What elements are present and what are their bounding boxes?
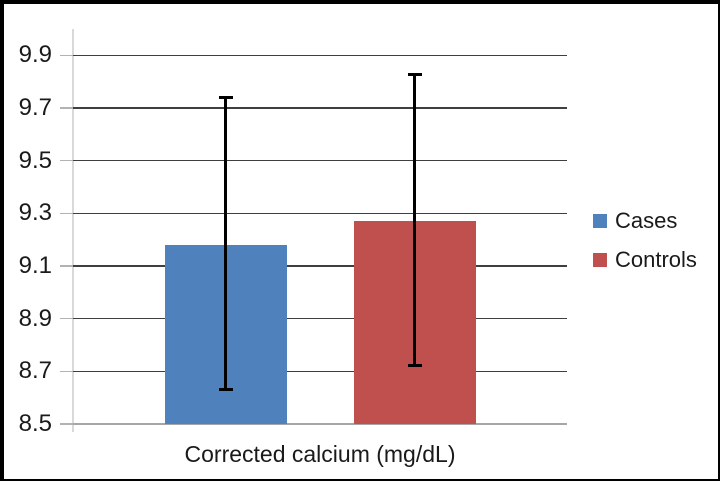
y-tick-label: 9.7 (18, 94, 52, 121)
y-gridline (73, 317, 567, 320)
legend-swatch-cases (593, 214, 607, 228)
y-axis-tick (60, 54, 73, 57)
y-tick-label: 9.3 (18, 199, 52, 227)
legend-label-cases: Cases (615, 208, 678, 233)
y-axis-tick (60, 159, 73, 162)
y-gridline (73, 159, 567, 162)
y-axis-tick (60, 423, 73, 425)
legend-item-controls: Controls (593, 247, 697, 273)
y-gridline (73, 54, 567, 57)
legend-item-cases: Cases (593, 208, 697, 234)
y-tick-label: 9.1 (18, 252, 52, 279)
x-axis-baseline (73, 423, 567, 425)
error-bar-line-controls (413, 73, 416, 367)
y-tick-label: 8.7 (18, 357, 52, 385)
error-bar-cap-bottom-controls (407, 364, 422, 368)
y-axis-tick (60, 107, 73, 109)
legend-swatch-controls (593, 253, 607, 267)
y-tick-label: 8.9 (18, 304, 52, 332)
y-gridline (73, 212, 567, 215)
error-bar-cap-top-controls (407, 72, 422, 76)
y-tick-label: 8.5 (18, 410, 52, 437)
y-axis-tick (60, 317, 73, 320)
legend-label-controls: Controls (615, 247, 697, 272)
y-axis-line (72, 29, 74, 432)
y-gridline (73, 370, 567, 373)
y-axis-tick (60, 265, 73, 267)
y-axis-tick (60, 370, 73, 373)
y-tick-label: 9.5 (18, 146, 52, 174)
y-tick-label: 9.9 (18, 41, 52, 69)
legend: Cases Controls (593, 208, 697, 286)
error-bar-cap-bottom-cases (218, 387, 233, 391)
x-axis-label: Corrected calcium (mg/dL) (184, 441, 456, 467)
y-gridline (73, 107, 567, 109)
y-axis-tick (60, 212, 73, 215)
y-gridline (73, 265, 567, 267)
error-bar-cap-top-cases (218, 96, 233, 100)
plot-area (73, 29, 567, 425)
error-bar-line-cases (224, 97, 227, 390)
